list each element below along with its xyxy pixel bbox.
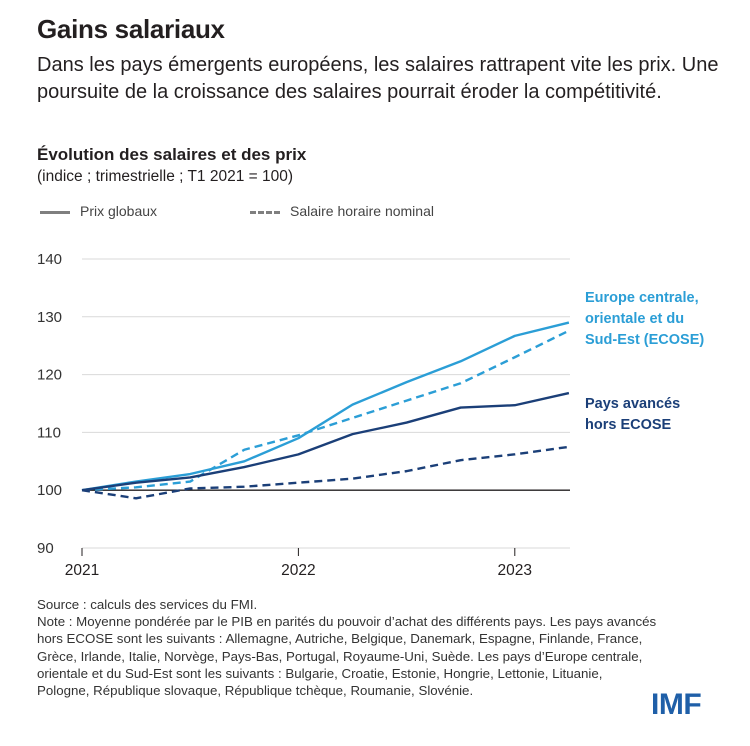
series-line-1 xyxy=(81,329,570,492)
annotation-1-line-1: hors ECOSE xyxy=(585,417,672,433)
annotation-0-line-0: Europe centrale, xyxy=(585,290,699,306)
series-line-3 xyxy=(81,445,570,500)
page-subtitle: Dans les pays émergents européens, les s… xyxy=(37,54,719,103)
y-tick-label-120: 120 xyxy=(37,367,62,384)
x-tick-label-2021: 2021 xyxy=(65,562,99,579)
series-line-0 xyxy=(81,321,570,492)
legend-dashed-label: Salaire horaire nominal xyxy=(290,203,434,219)
y-tick-label-140: 140 xyxy=(37,251,62,268)
annotation-1-line-0: Pays avancés xyxy=(585,396,680,412)
imf-logo: IMF xyxy=(651,688,702,721)
legend-solid-line-swatch xyxy=(40,211,70,214)
source-note: Source : calculs des services du FMI. xyxy=(37,597,258,612)
page-title: Gains salariaux xyxy=(37,14,225,44)
line-chart: 90 100 110 120 130 140 2021 2022 2023 Europe cent… xyxy=(37,251,704,579)
legend-solid-label: Prix globaux xyxy=(80,203,158,219)
series-line-2 xyxy=(81,391,570,492)
y-tick-label-100: 100 xyxy=(37,482,62,499)
annotation-0-line-2: Sud-Est (ECOSE) xyxy=(585,332,704,348)
x-tick-label-2023: 2023 xyxy=(498,562,532,579)
chart-subtitle: (indice ; trimestrielle ; T1 2021 = 100) xyxy=(37,168,294,185)
chart-title: Évolution des salaires et des prix xyxy=(37,145,307,164)
y-tick-label-130: 130 xyxy=(37,309,62,326)
y-tick-label-90: 90 xyxy=(37,540,54,557)
legend-dashed-line-swatch xyxy=(250,211,280,214)
methodology-note: Note : Moyenne pondérée par le PIB en pa… xyxy=(37,614,657,699)
annotation-0-line-1: orientale et du xyxy=(585,311,684,327)
y-tick-label-110: 110 xyxy=(37,424,61,441)
footer-notes: Source : calculs des services du FMI. No… xyxy=(37,596,657,699)
x-tick-label-2022: 2022 xyxy=(281,562,315,579)
